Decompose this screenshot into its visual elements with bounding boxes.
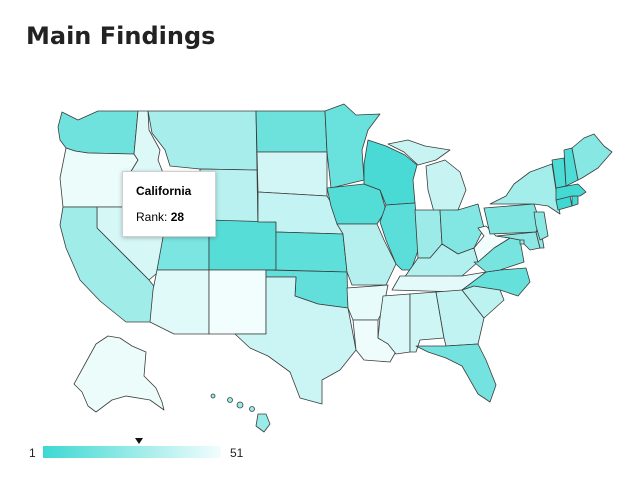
- state-me[interactable]: [571, 133, 613, 181]
- page-title: Main Findings: [26, 22, 216, 50]
- tooltip-state-name: California: [136, 184, 192, 198]
- state-ky[interactable]: [403, 243, 479, 279]
- state-ma[interactable]: [555, 183, 587, 201]
- state-tx[interactable]: [234, 276, 357, 405]
- state-ia[interactable]: [326, 183, 387, 225]
- state-la[interactable]: [352, 319, 399, 363]
- state-fl[interactable]: [415, 343, 497, 403]
- legend-gradient-bar: [43, 446, 221, 458]
- state-hi-island-4[interactable]: [249, 406, 255, 412]
- state-hi-island-2[interactable]: [227, 397, 233, 403]
- state-pa[interactable]: [483, 203, 541, 235]
- tooltip-rank: Rank: 28: [136, 210, 215, 224]
- state-tooltip: California Rank: 28: [122, 171, 216, 237]
- state-mi-up[interactable]: [387, 139, 451, 166]
- state-nm[interactable]: [208, 269, 267, 335]
- legend-max-label: 51: [230, 446, 244, 460]
- state-mi[interactable]: [425, 159, 467, 213]
- state-co[interactable]: [208, 219, 277, 271]
- legend-marker-icon: [135, 438, 144, 444]
- legend-min-label: 1: [29, 446, 36, 460]
- tooltip-rank-label: Rank:: [136, 210, 168, 224]
- state-nd[interactable]: [255, 110, 328, 153]
- state-ca[interactable]: [59, 206, 158, 323]
- state-mt[interactable]: [147, 110, 258, 171]
- state-mn[interactable]: [324, 103, 381, 189]
- state-sd[interactable]: [256, 151, 328, 197]
- state-hi-island-3[interactable]: [236, 401, 244, 409]
- state-nj[interactable]: [533, 211, 549, 241]
- state-ri[interactable]: [571, 195, 579, 207]
- state-ak[interactable]: [73, 335, 165, 413]
- state-dc[interactable]: [519, 239, 525, 245]
- state-ny[interactable]: [489, 163, 561, 215]
- state-wa[interactable]: [57, 110, 139, 155]
- state-az[interactable]: [149, 269, 210, 335]
- state-hi[interactable]: [255, 413, 271, 433]
- state-ks[interactable]: [275, 231, 348, 273]
- tooltip-rank-value: 28: [170, 210, 185, 224]
- state-hi-island-1[interactable]: [210, 393, 216, 399]
